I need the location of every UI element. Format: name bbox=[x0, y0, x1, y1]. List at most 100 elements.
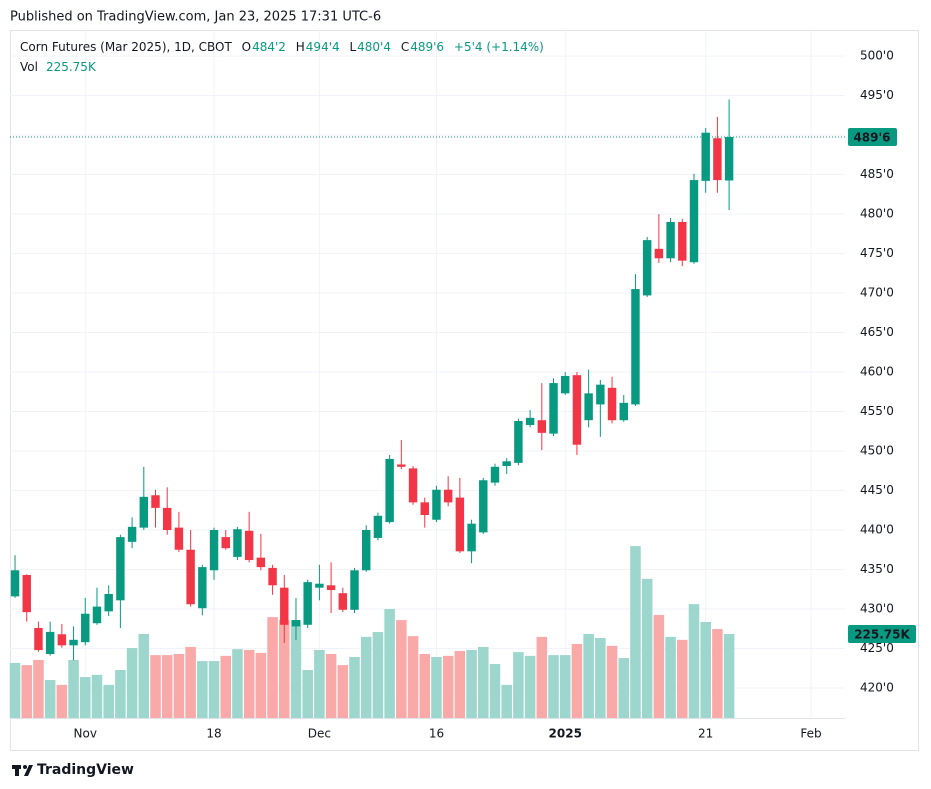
candle-body bbox=[584, 393, 593, 421]
candle-body bbox=[338, 593, 348, 610]
candle-body bbox=[713, 138, 722, 181]
volume-bar bbox=[360, 636, 372, 718]
x-tick-label: 16 bbox=[429, 727, 444, 741]
x-tick-label: Nov bbox=[74, 727, 97, 741]
volume-bar bbox=[126, 648, 138, 718]
volume-bar bbox=[325, 654, 337, 718]
candle-body bbox=[174, 527, 184, 550]
volume-bar bbox=[384, 608, 395, 718]
candle-body bbox=[291, 620, 301, 627]
candle-body bbox=[455, 497, 465, 552]
candle-body bbox=[162, 507, 172, 531]
candle-body bbox=[280, 587, 289, 625]
candle-body bbox=[666, 221, 675, 259]
volume-bar bbox=[33, 659, 44, 718]
y-tick-label: 500'0 bbox=[860, 49, 894, 63]
volume-bar bbox=[302, 670, 313, 718]
volume-bar bbox=[197, 661, 208, 718]
candle-body bbox=[701, 132, 710, 181]
x-tick-label: Dec bbox=[308, 727, 331, 741]
volume-bar bbox=[501, 684, 512, 718]
volume-bar bbox=[618, 658, 630, 718]
volume-bar bbox=[21, 665, 33, 718]
candle-body bbox=[139, 496, 149, 528]
volume-bar bbox=[161, 655, 173, 718]
volume-bar bbox=[536, 636, 548, 718]
legend-low-label: L bbox=[349, 40, 356, 54]
candle-body bbox=[221, 537, 230, 549]
volume-bar bbox=[583, 633, 594, 718]
volume-bar bbox=[396, 620, 407, 718]
candle-body bbox=[502, 461, 511, 467]
candle-body bbox=[198, 567, 207, 609]
candle-body bbox=[490, 466, 500, 483]
candle-body bbox=[127, 526, 137, 542]
candle-body bbox=[10, 570, 20, 597]
volume-bar bbox=[478, 646, 489, 718]
candle-body bbox=[514, 420, 523, 463]
y-tick-label: 440'0 bbox=[860, 523, 894, 537]
candle-body bbox=[596, 384, 605, 405]
volume-bar bbox=[91, 674, 103, 718]
brand-name: TradingView bbox=[37, 762, 134, 778]
volume-bar bbox=[442, 655, 454, 718]
legend-close-label: C bbox=[401, 40, 409, 54]
candle-body bbox=[69, 639, 78, 646]
last-price-label: 489'6 bbox=[853, 131, 890, 145]
y-tick-label: 435'0 bbox=[860, 562, 894, 576]
candle-body bbox=[432, 489, 441, 520]
candle-body bbox=[385, 458, 394, 523]
volume-bar bbox=[267, 617, 278, 718]
volume-bar bbox=[103, 684, 114, 718]
candle-body bbox=[408, 468, 418, 503]
candle-body bbox=[397, 464, 406, 467]
y-tick-label: 420'0 bbox=[860, 680, 894, 694]
last-volume-badge bbox=[848, 625, 916, 643]
volume-bar bbox=[68, 659, 79, 718]
candle-body bbox=[186, 549, 195, 605]
candle-body bbox=[81, 613, 90, 643]
x-tick-label: 21 bbox=[698, 727, 713, 741]
volume-bar bbox=[559, 655, 571, 718]
y-tick-label: 480'0 bbox=[860, 207, 894, 221]
candle-body bbox=[561, 375, 570, 394]
volume-bar bbox=[595, 638, 606, 718]
volume-bar bbox=[431, 656, 442, 718]
chart-frame bbox=[10, 30, 919, 751]
legend-open: 484'2 bbox=[252, 40, 286, 54]
volume-bar bbox=[185, 646, 196, 718]
volume-bar bbox=[700, 622, 711, 718]
candle-body bbox=[57, 634, 67, 646]
volume-bar bbox=[641, 578, 653, 718]
candle-body bbox=[116, 537, 125, 601]
y-tick-label: 495'0 bbox=[860, 88, 894, 102]
volume-bar bbox=[665, 636, 676, 718]
last-price-badge bbox=[848, 128, 897, 147]
logo-part bbox=[24, 765, 33, 776]
candle-body bbox=[607, 387, 617, 421]
y-tick-label: 470'0 bbox=[860, 286, 894, 300]
legend-high: 494'4 bbox=[306, 40, 340, 54]
y-tick-label: 455'0 bbox=[860, 404, 894, 418]
candle-body bbox=[209, 530, 219, 571]
y-tick-label: 445'0 bbox=[860, 483, 894, 497]
volume-bar bbox=[407, 636, 419, 718]
brand-logo bbox=[12, 765, 33, 776]
legend-title: Corn Futures (Mar 2025), 1D, CBOT bbox=[20, 40, 232, 54]
candle-body bbox=[537, 420, 547, 433]
x-tick-label: 2025 bbox=[549, 727, 582, 741]
candle-body bbox=[525, 417, 535, 425]
volume-bar bbox=[454, 651, 466, 718]
volume-bar bbox=[653, 614, 665, 718]
volume-bar bbox=[255, 652, 267, 718]
logo-part bbox=[23, 765, 27, 769]
volume-bar bbox=[466, 649, 477, 718]
legend-high-label: H bbox=[296, 40, 305, 54]
y-tick-label: 430'0 bbox=[860, 601, 894, 615]
candle-body bbox=[303, 582, 312, 625]
volume-bar bbox=[419, 654, 431, 718]
volume-bar bbox=[548, 655, 559, 718]
candle-body bbox=[256, 557, 266, 568]
candle-body bbox=[45, 631, 55, 655]
candle-body bbox=[724, 137, 734, 181]
